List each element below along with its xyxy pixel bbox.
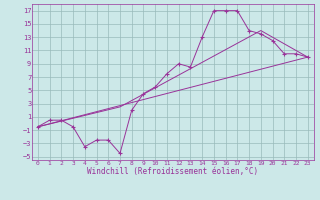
X-axis label: Windchill (Refroidissement éolien,°C): Windchill (Refroidissement éolien,°C) (87, 167, 258, 176)
